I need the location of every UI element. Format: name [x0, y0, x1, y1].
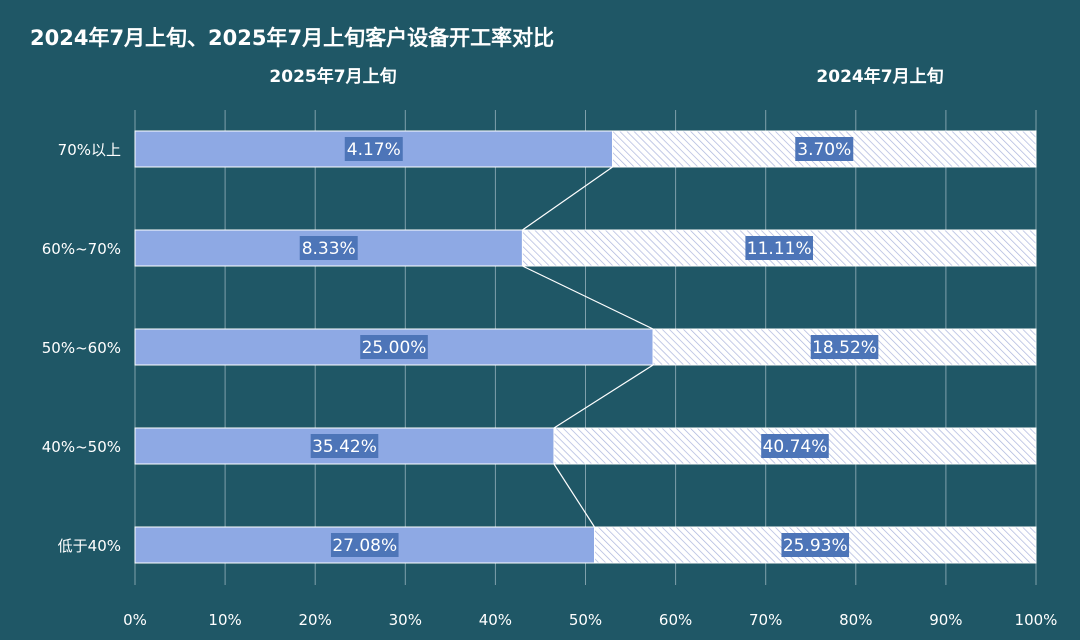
- data-label-2024: 11.11%: [747, 239, 812, 259]
- data-label-2025: 4.17%: [347, 140, 401, 160]
- category-label: 70%以上: [58, 141, 121, 159]
- x-tick-label: 0%: [123, 611, 147, 629]
- connector-line: [553, 364, 654, 429]
- data-label-2024-box: [761, 434, 829, 458]
- data-label-2025-box: [330, 533, 399, 557]
- data-label-2025: 25.00%: [362, 338, 427, 358]
- category-label: 低于40%: [58, 537, 121, 555]
- data-label-2024: 3.70%: [797, 140, 851, 160]
- data-label-2024-box: [795, 137, 854, 161]
- data-label-2025-box: [360, 335, 428, 359]
- data-label-2025: 8.33%: [302, 239, 356, 259]
- data-label-2024: 18.52%: [812, 338, 877, 358]
- x-tick-label: 30%: [389, 611, 422, 629]
- connector-lines: [522, 166, 654, 528]
- x-tick-label: 80%: [839, 611, 872, 629]
- x-tick-label: 70%: [749, 611, 782, 629]
- category-labels: 70%以上 60%~70% 50%~60% 40%~50% 低于40%: [42, 141, 121, 555]
- category-label: 60%~70%: [42, 240, 121, 258]
- data-label-2024-box: [745, 236, 814, 260]
- connector-line: [553, 463, 596, 528]
- data-label-2024-box: [781, 533, 850, 557]
- category-label: 40%~50%: [42, 438, 121, 456]
- connector-line: [522, 166, 613, 231]
- x-tick-label: 20%: [299, 611, 332, 629]
- data-label-2024: 25.93%: [783, 536, 848, 556]
- x-tick-label: 50%: [569, 611, 602, 629]
- x-tick-label: 40%: [479, 611, 512, 629]
- series-header-2025: 2025年7月上旬: [269, 67, 397, 87]
- x-tick-label: 100%: [1015, 611, 1058, 629]
- x-tick-label: 60%: [659, 611, 692, 629]
- connector-line: [522, 265, 654, 330]
- data-label-2025: 27.08%: [332, 536, 397, 556]
- chart-title: 2024年7月上旬、2025年7月上旬客户设备开工率对比: [30, 26, 555, 50]
- series-header-2024: 2024年7月上旬: [816, 67, 944, 87]
- data-label-2025: 35.42%: [312, 437, 377, 457]
- data-label-2025-box: [310, 434, 379, 458]
- data-label-2024: 40.74%: [763, 437, 828, 457]
- x-tick-labels: 0% 10% 20% 30% 40% 50% 60% 70% 80% 90% 100%: [123, 611, 1057, 629]
- x-tick-label: 10%: [208, 611, 241, 629]
- data-label-2025-box: [344, 137, 403, 161]
- data-label-2025-box: [299, 236, 358, 260]
- x-tick-label: 90%: [929, 611, 962, 629]
- category-label: 50%~60%: [42, 339, 121, 357]
- data-labels: 4.17% 3.70% 8.33% 11.11% 25.00% 18.52% 35.42% 4…: [299, 137, 879, 557]
- data-label-2024-box: [810, 335, 879, 359]
